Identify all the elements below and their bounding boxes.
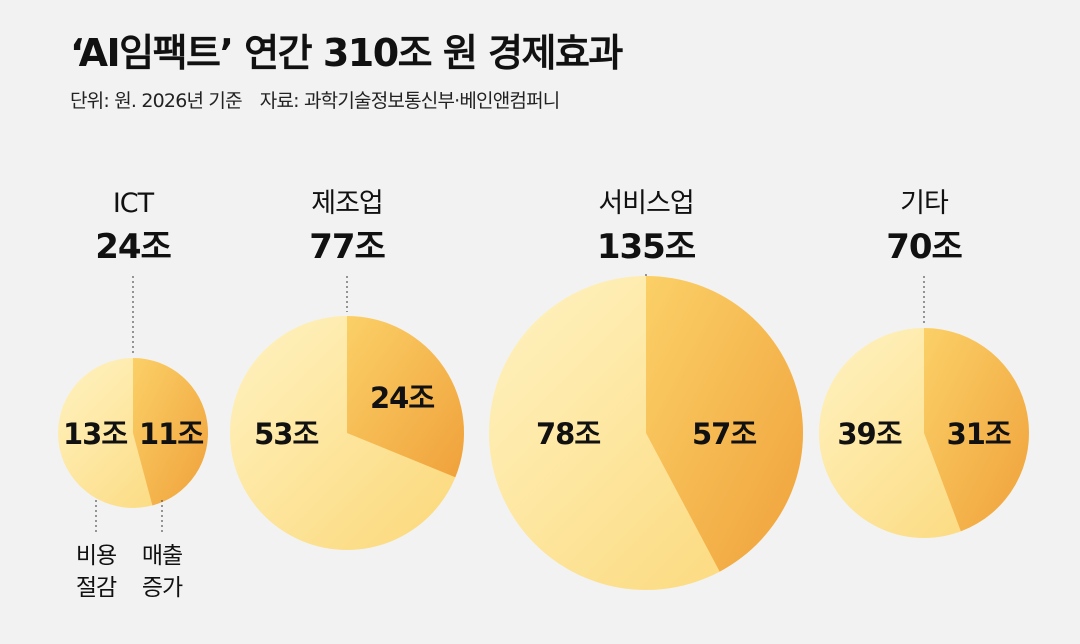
pie-4-value-cost: 39조	[837, 417, 901, 451]
pie-2-category-label: 제조업	[311, 188, 383, 219]
chart-title: ‘AI임팩트’ 연간 310조 원 경제효과	[70, 31, 623, 75]
plot-area: ICT 24조 13조 11조 제조업 77조 53조 24조 서비스업 135조 78조 57조 기타…	[58, 188, 1029, 601]
pie-4-total-label: 70조	[886, 227, 962, 267]
header: ‘AI임팩트’ 연간 310조 원 경제효과 단위: 원. 2026년 기준 자료…	[70, 28, 623, 113]
pie-4-value-revenue: 31조	[947, 417, 1011, 451]
chart-subtitle: 단위: 원. 2026년 기준 자료: 과학기술정보통신부·베인앤컴퍼니	[70, 86, 622, 113]
annotation-revenue-text: 증가	[142, 575, 183, 601]
pie-2-total-label: 77조	[309, 227, 385, 267]
unit-note: 단위: 원. 2026년 기준	[70, 90, 243, 112]
pie-2-slice-revenue	[347, 316, 464, 478]
pie-1-value-revenue: 11조	[139, 417, 203, 451]
source-note: 자료: 과학기술정보통신부·베인앤컴퍼니	[259, 90, 560, 112]
annotation-cost-text: 비용	[76, 543, 116, 569]
pie-3-value-revenue: 57조	[692, 417, 756, 451]
pie-1-total-label: 24조	[95, 227, 171, 267]
pie-4-slice-revenue	[924, 328, 1029, 532]
pie-1-value-cost: 13조	[63, 417, 127, 451]
pie-2-value-cost: 53조	[254, 417, 318, 451]
pie-3-value-cost: 78조	[536, 417, 600, 451]
annotation-revenue-text: 매출	[142, 543, 182, 569]
pie-2-value-revenue: 24조	[370, 381, 434, 415]
pie-3-total-label: 135조	[597, 227, 696, 267]
pie-1-slice-revenue	[133, 358, 208, 506]
pie-4-category-label: 기타	[900, 188, 949, 219]
pie-1-category-label: ICT	[113, 188, 155, 219]
pie-3-category-label: 서비스업	[598, 188, 693, 219]
annotation-cost-text: 절감	[76, 575, 117, 601]
pie-3-slice-revenue	[646, 276, 803, 572]
